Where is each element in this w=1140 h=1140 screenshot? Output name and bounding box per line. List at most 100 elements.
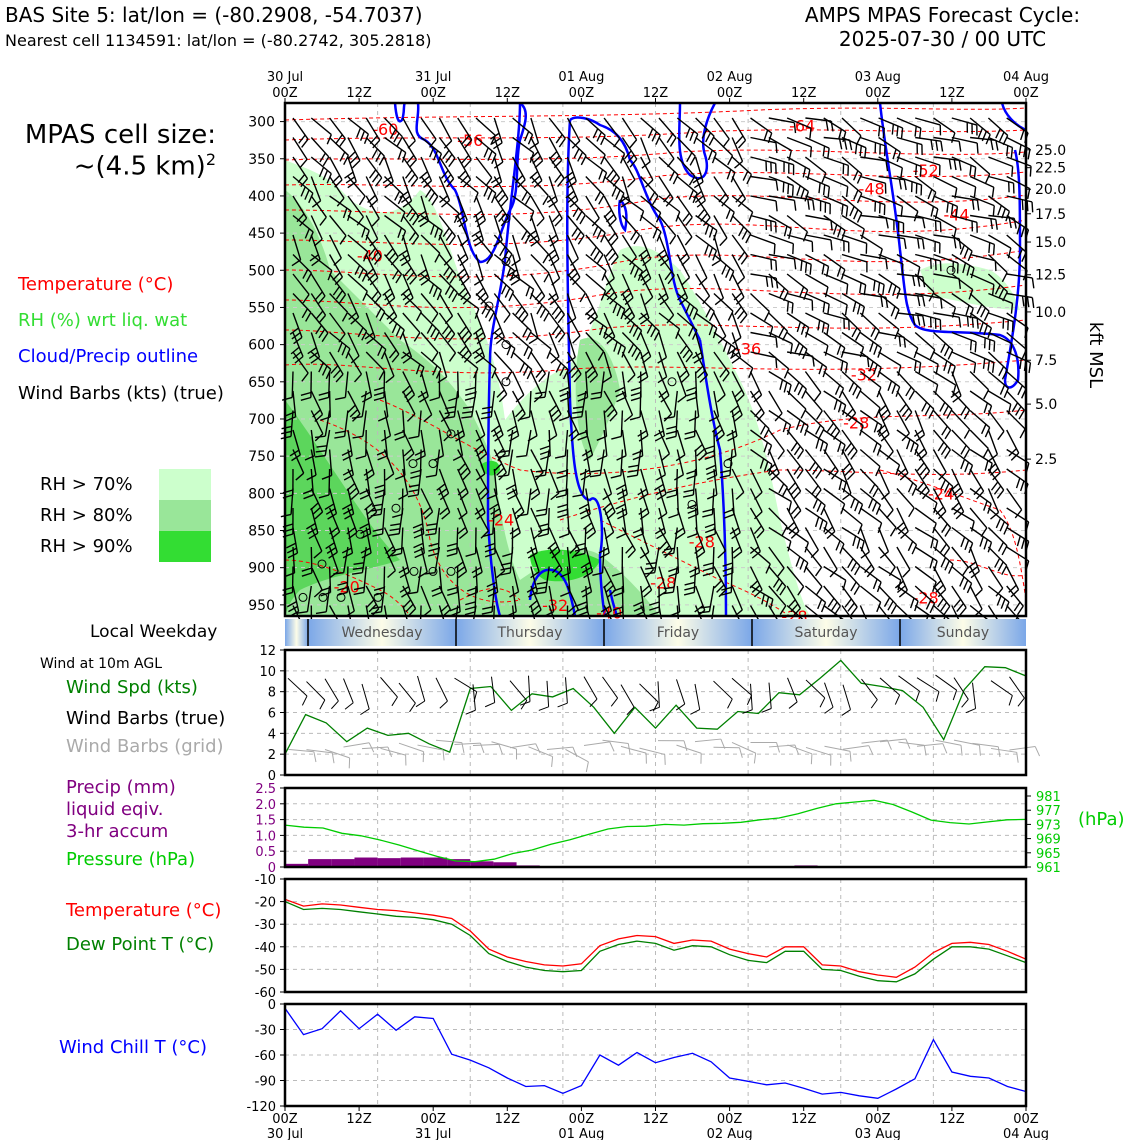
wind-barb-flag [617, 513, 628, 520]
wind-barb-flag [721, 264, 727, 275]
wind-barb-flag [394, 435, 405, 441]
wind-barb-flag [875, 466, 881, 477]
wind-barb-flag [693, 133, 699, 145]
wind-barb-flag [299, 217, 308, 227]
wind-barb [804, 585, 827, 603]
wind-barb-flag [295, 472, 305, 481]
wind-barb [823, 370, 844, 389]
wind-barb [731, 293, 748, 316]
wind-barb-flag [919, 486, 928, 496]
wind-barb-flag [1028, 362, 1032, 374]
wind-barb-flag [302, 294, 310, 304]
wind-barb-grid [639, 747, 665, 755]
wind-barb [749, 371, 763, 396]
wind-barb-flag [352, 567, 364, 570]
wind-barb-flag [638, 312, 648, 321]
wind-barb-flag [953, 598, 962, 608]
wind-barb [933, 370, 957, 386]
wind-barb-flag [887, 282, 893, 294]
wind-barb-flag [793, 490, 802, 500]
wind-barb-flag [998, 288, 1005, 298]
wind-barb [768, 214, 792, 230]
wind-barb-flag [615, 189, 621, 200]
wind-barb [823, 253, 846, 271]
wind-barb-flag [551, 325, 560, 335]
wind-barb-flag [835, 540, 841, 551]
wind-barb [420, 156, 433, 182]
wind-barb-flag [966, 583, 973, 594]
wind-barb-flag [616, 489, 627, 496]
wind-barb-flag [531, 175, 541, 184]
wind-barb [786, 449, 804, 471]
wind-barb-flag [843, 139, 848, 150]
wind-barb [969, 566, 983, 590]
wind-barb-flag [664, 271, 672, 281]
wind-barb-flag [663, 416, 675, 420]
wind-barb-flag [316, 445, 327, 448]
wind-barb-flag [976, 304, 983, 315]
wind-barb-flag [342, 455, 353, 461]
panel-ytick-label: -20 [255, 896, 276, 911]
wind-barb-flag [509, 527, 520, 535]
xs-ytick-right-label: 10.0 [1035, 305, 1066, 321]
wind-barb-flag [685, 216, 693, 226]
wind-barb-flag [395, 326, 402, 337]
wind-barb-flag [472, 235, 483, 242]
panel-ytick-label: 0 [268, 769, 276, 784]
wind-barb [457, 371, 460, 398]
wind-barb [329, 215, 347, 237]
wind-barb-flag [343, 155, 350, 166]
wind-barb-flag [391, 323, 398, 334]
wind-barb-flag [733, 551, 743, 559]
wind-barb-flag [656, 249, 666, 257]
wind-barb-flag [756, 529, 765, 539]
wind-barb-flag [882, 413, 891, 422]
wind-barb-flag [536, 508, 547, 512]
wind-barb-flag [666, 314, 675, 324]
wind-barb-flag [828, 466, 836, 476]
panel-ytick-label: 4 [268, 727, 276, 742]
wind-barb [731, 234, 749, 257]
wind-barb-true [361, 683, 370, 710]
wind-barb-flag [958, 317, 962, 328]
wind-barb-flag [610, 237, 619, 246]
wind-barb [658, 449, 667, 475]
wind-barb-flag [763, 461, 769, 472]
wind-barb-grid-flag [313, 751, 317, 763]
wind-barb-flag [362, 291, 368, 302]
wind-barb-flag [851, 327, 858, 338]
wind-barb-flag [434, 227, 439, 238]
wind-barb-flag [481, 611, 493, 615]
wind-barb-flag [475, 434, 486, 442]
wind-barb [362, 410, 367, 437]
wind-barb-flag [446, 270, 454, 280]
top-xtick-label: 00Z [1013, 86, 1039, 101]
wind-barb [914, 331, 936, 351]
wind-barb-flag [984, 460, 989, 471]
wind-barb-flag [518, 310, 526, 320]
wind-barb-flag [763, 129, 769, 141]
wind-barb [530, 449, 544, 473]
wind-barb-flag [719, 237, 728, 247]
wind-barb-flag [916, 238, 920, 249]
top-xtick-label: 12Z [495, 86, 521, 101]
cloud-line [566, 119, 607, 617]
wind-barb-flag [788, 526, 798, 535]
wind-barb-flag [856, 173, 863, 184]
wind-barb [676, 429, 686, 456]
wind-barb-flag [956, 603, 964, 612]
legend-rh70-label: RH > 70% [40, 474, 133, 495]
wind-barb-grid [398, 742, 424, 753]
wind-barb [896, 429, 919, 446]
wind-barb-flag [372, 528, 384, 532]
wind-barb [530, 371, 543, 396]
wind-barb-flag [371, 508, 382, 512]
isotherm-line [599, 519, 791, 617]
wind-barb-flag [736, 310, 745, 320]
wind-barb-flag [708, 135, 715, 146]
wind-barb-flag [378, 370, 385, 381]
wind-barb-flag [924, 405, 931, 416]
wind-barb-flag [302, 268, 309, 279]
wind-barb-flag [314, 291, 323, 301]
wind-barb-flag [441, 325, 450, 335]
